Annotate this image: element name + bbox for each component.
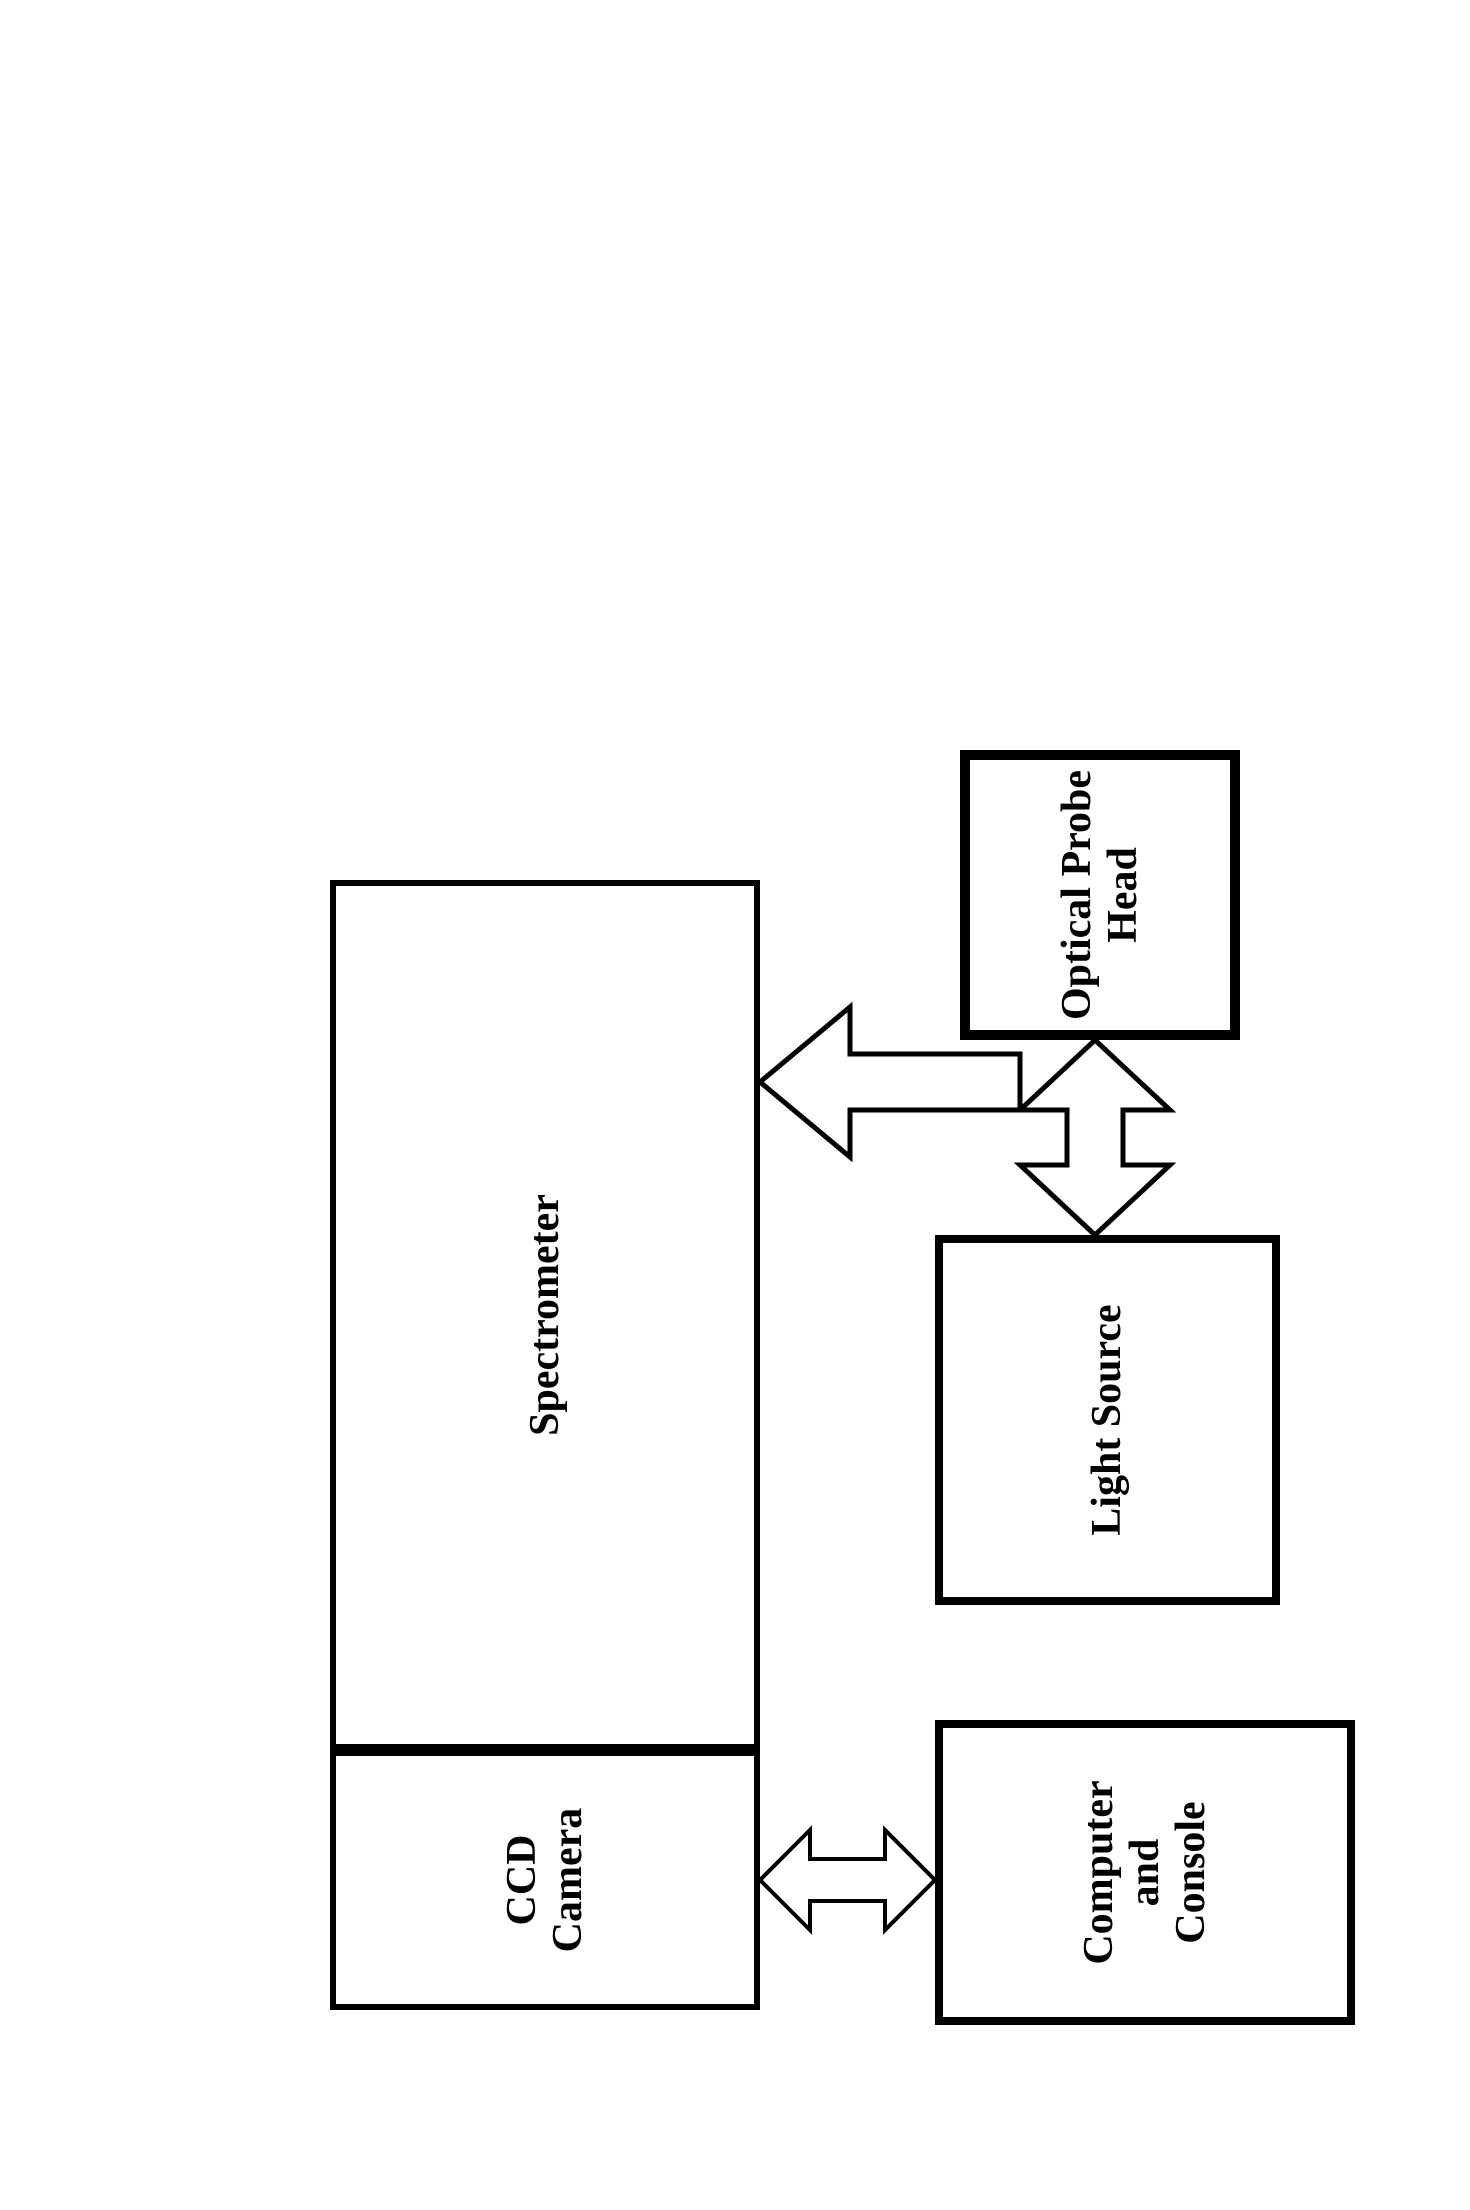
- computer-console-box: Computer and Console: [935, 1720, 1355, 2025]
- spectrometer-box: Spectrometer: [330, 880, 760, 1750]
- light-source-box: Light Source: [935, 1235, 1280, 1605]
- optical-probe-head-label: Optical Probe Head: [1054, 770, 1146, 1020]
- optical-probe-head-box: Optical Probe Head: [960, 750, 1240, 1040]
- arrow-ccd-to-computer: [756, 1826, 939, 1934]
- arrow-probe-to-spectrometer: [756, 1003, 1024, 1161]
- spectrometer-label: Spectrometer: [522, 1194, 568, 1436]
- computer-console-label: Computer and Console: [1076, 1780, 1215, 1964]
- arrow-lightsource-to-probe: [1016, 1036, 1174, 1239]
- light-source-label: Light Source: [1084, 1304, 1130, 1535]
- ccd-camera-box: CCD Camera: [330, 1750, 760, 2010]
- ccd-camera-label: CCD Camera: [499, 1808, 591, 1953]
